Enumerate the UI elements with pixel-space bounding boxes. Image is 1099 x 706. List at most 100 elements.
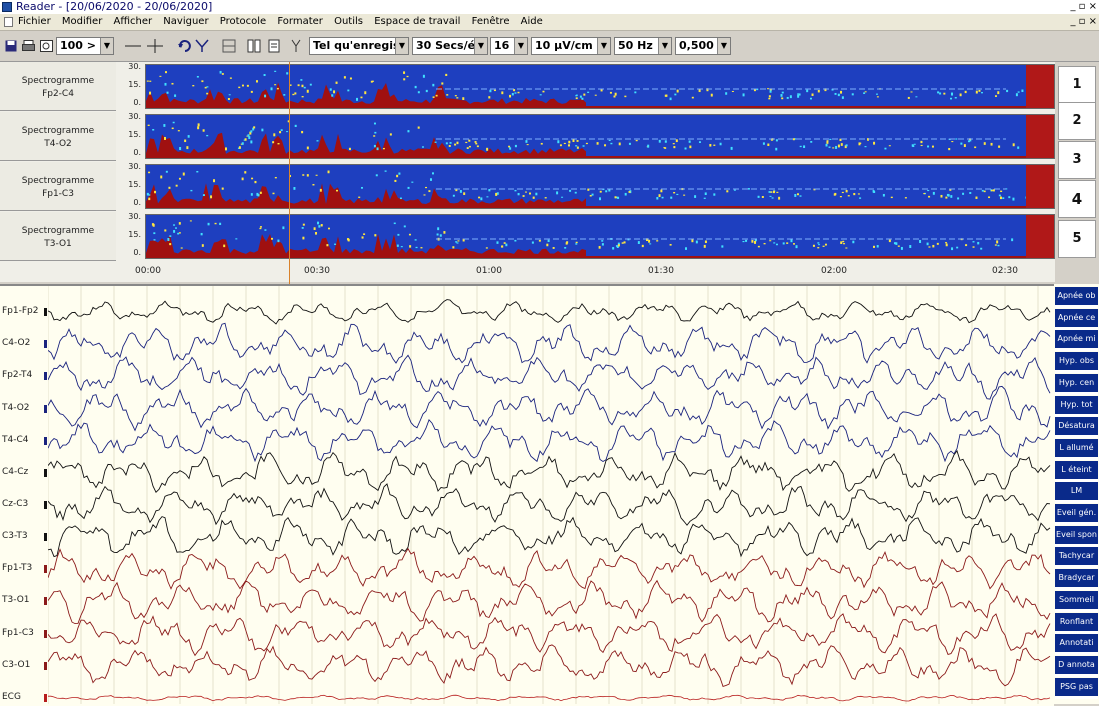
channel-color-marker bbox=[44, 565, 47, 574]
page-button-4[interactable]: 4 bbox=[1058, 180, 1096, 218]
spectrogram-channel: Fp1-C3 bbox=[42, 189, 74, 199]
undo-icon[interactable] bbox=[176, 38, 192, 54]
time-cursor[interactable] bbox=[289, 62, 290, 284]
list-icon[interactable] bbox=[266, 38, 282, 54]
menu-fichier[interactable]: Fichier bbox=[18, 16, 51, 27]
annotation-button[interactable]: Apnée mi bbox=[1055, 330, 1098, 352]
spectrogram-panel: Spectrogramme Fp2-C4 Spectrogramme T4-O2… bbox=[0, 62, 1055, 282]
timebase-select[interactable]: 30 Secs/éc ▼ bbox=[412, 37, 488, 55]
montage-icon[interactable] bbox=[221, 38, 237, 54]
timebase-value: 30 Secs/éc bbox=[416, 39, 482, 52]
spectrogram-plot-4[interactable] bbox=[145, 214, 1055, 259]
freq-tick: 30. bbox=[128, 62, 141, 71]
filter-icon[interactable] bbox=[194, 38, 210, 54]
page-button-5[interactable]: 5 bbox=[1058, 220, 1096, 258]
channel-label[interactable]: Fp2-T4 bbox=[2, 370, 33, 381]
freq-tick: 15. bbox=[128, 130, 141, 139]
annotation-button[interactable]: Hyp. tot bbox=[1055, 395, 1098, 417]
channel-label[interactable]: T4-C4 bbox=[2, 434, 29, 445]
eeg-trace-panel[interactable]: Fp1-Fp2 C4-O2 Fp2-T4 T4-O2 T4-C4 C4-Cz Cz-C3 C3… bbox=[0, 284, 1054, 706]
sensitivity-select[interactable]: 10 µV/cm ▼ bbox=[531, 37, 611, 55]
cross-cursor-icon[interactable] bbox=[146, 38, 164, 54]
chevron-down-icon[interactable]: ▼ bbox=[717, 38, 730, 54]
print-icon[interactable] bbox=[21, 38, 35, 54]
channel-label[interactable]: Fp1-C3 bbox=[2, 627, 34, 638]
window-controls[interactable]: _ ▫ × bbox=[1070, 1, 1097, 12]
preview-icon[interactable] bbox=[39, 38, 53, 54]
chevron-down-icon[interactable]: ▼ bbox=[395, 38, 408, 54]
menu-espace-de-travail[interactable]: Espace de travail bbox=[374, 16, 461, 27]
page-button-1[interactable]: 1 bbox=[1058, 66, 1096, 104]
channel-label[interactable]: C4-O2 bbox=[2, 338, 31, 349]
annotation-button[interactable]: L éteint bbox=[1055, 460, 1098, 482]
channel-label[interactable]: Fp1-T3 bbox=[2, 563, 33, 574]
spectrogram-title: Spectrogramme bbox=[21, 176, 95, 186]
channel-count-select[interactable]: 16 ▼ bbox=[490, 37, 528, 55]
annotation-button[interactable]: Désatura bbox=[1055, 417, 1098, 439]
menu-outils[interactable]: Outils bbox=[334, 16, 363, 27]
annotation-button[interactable]: D annota bbox=[1055, 655, 1098, 677]
channel-label[interactable]: T3-O1 bbox=[2, 595, 30, 606]
annotation-button[interactable]: Hyp. obs bbox=[1055, 352, 1098, 374]
menu-bar: Fichier Modifier Afficher Naviguer Proto… bbox=[0, 14, 1099, 31]
annotation-button[interactable]: Tachycar bbox=[1055, 547, 1098, 569]
spectrogram-plot-2[interactable] bbox=[145, 114, 1055, 159]
chevron-down-icon[interactable]: ▼ bbox=[474, 38, 487, 54]
frequency-axis-4: 30. 15. 0. bbox=[116, 212, 144, 260]
zoom-select[interactable]: 100 > ▼ bbox=[56, 37, 114, 55]
spectrogram-plot-3[interactable] bbox=[145, 164, 1055, 209]
electrode-icon[interactable] bbox=[289, 38, 303, 54]
channel-label[interactable]: C4-Cz bbox=[2, 466, 29, 477]
recording-mode-select[interactable]: Tel qu'enregist ▼ bbox=[309, 37, 409, 55]
channel-label[interactable]: Cz-C3 bbox=[2, 499, 29, 509]
annotation-button[interactable]: Annotati bbox=[1055, 634, 1098, 656]
annotation-button[interactable]: L allumé bbox=[1055, 438, 1098, 460]
menu-formater[interactable]: Formater bbox=[277, 16, 323, 27]
time-tick: 02:30 bbox=[992, 266, 1018, 276]
channel-color-marker bbox=[44, 436, 47, 445]
chevron-down-icon[interactable]: ▼ bbox=[100, 38, 113, 54]
frequency-axis-2: 30. 15. 0. bbox=[116, 112, 144, 160]
eeg-waveforms bbox=[48, 286, 1051, 704]
menu-fenetre[interactable]: Fenêtre bbox=[471, 16, 510, 27]
freq-tick: 30. bbox=[128, 162, 141, 171]
channel-color-marker bbox=[44, 468, 47, 477]
annotation-button[interactable]: Apnée ob bbox=[1055, 287, 1098, 308]
page-button-3[interactable]: 3 bbox=[1058, 141, 1096, 179]
annotation-button[interactable]: Apnée ce bbox=[1055, 308, 1098, 330]
annotation-button[interactable]: Hyp. cen bbox=[1055, 373, 1098, 395]
channel-count-value: 16 bbox=[494, 39, 510, 52]
channel-label[interactable]: T4-O2 bbox=[2, 402, 30, 413]
document-controls[interactable]: _ ▫ × bbox=[1070, 16, 1097, 27]
spectrogram-label-4: Spectrogramme T3-O1 bbox=[0, 212, 116, 261]
annotation-button[interactable]: Bradycar bbox=[1055, 569, 1098, 591]
channel-label[interactable]: C3-T3 bbox=[2, 531, 28, 542]
channels-icon[interactable] bbox=[246, 38, 262, 54]
channel-label[interactable]: Fp1-Fp2 bbox=[2, 306, 39, 317]
annotation-button[interactable]: Eveil spon bbox=[1055, 525, 1098, 547]
annotation-button[interactable]: PSG pas bbox=[1055, 677, 1098, 699]
app-icon bbox=[2, 2, 12, 12]
menu-protocole[interactable]: Protocole bbox=[219, 16, 267, 27]
window-title: Reader - [20/06/2020 - 20/06/2020] bbox=[16, 0, 213, 13]
annotation-button[interactable]: Eveil gén. bbox=[1055, 504, 1098, 525]
menu-afficher[interactable]: Afficher bbox=[113, 16, 153, 27]
channel-label[interactable]: C3-O1 bbox=[2, 659, 31, 670]
chevron-down-icon[interactable]: ▼ bbox=[597, 38, 610, 54]
annotation-button[interactable]: LM bbox=[1055, 482, 1098, 504]
chevron-down-icon[interactable]: ▼ bbox=[514, 38, 527, 54]
highpass-filter-select[interactable]: 0,500 H ▼ bbox=[675, 37, 731, 55]
channel-label[interactable]: ECG bbox=[2, 691, 21, 702]
annotation-button[interactable]: Sommeil bbox=[1055, 590, 1098, 612]
menu-modifier[interactable]: Modifier bbox=[61, 16, 103, 27]
save-icon[interactable] bbox=[4, 38, 18, 54]
horizontal-line-icon[interactable] bbox=[124, 38, 142, 54]
spectrogram-plot-1[interactable] bbox=[145, 64, 1055, 109]
annotation-button[interactable]: Ronflant bbox=[1055, 612, 1098, 634]
eeg-trace bbox=[48, 385, 1051, 432]
menu-aide[interactable]: Aide bbox=[520, 16, 543, 27]
page-button-2[interactable]: 2 bbox=[1058, 102, 1096, 140]
notch-filter-select[interactable]: 50 Hz ▼ bbox=[614, 37, 672, 55]
chevron-down-icon[interactable]: ▼ bbox=[658, 38, 671, 54]
menu-naviguer[interactable]: Naviguer bbox=[163, 16, 209, 27]
